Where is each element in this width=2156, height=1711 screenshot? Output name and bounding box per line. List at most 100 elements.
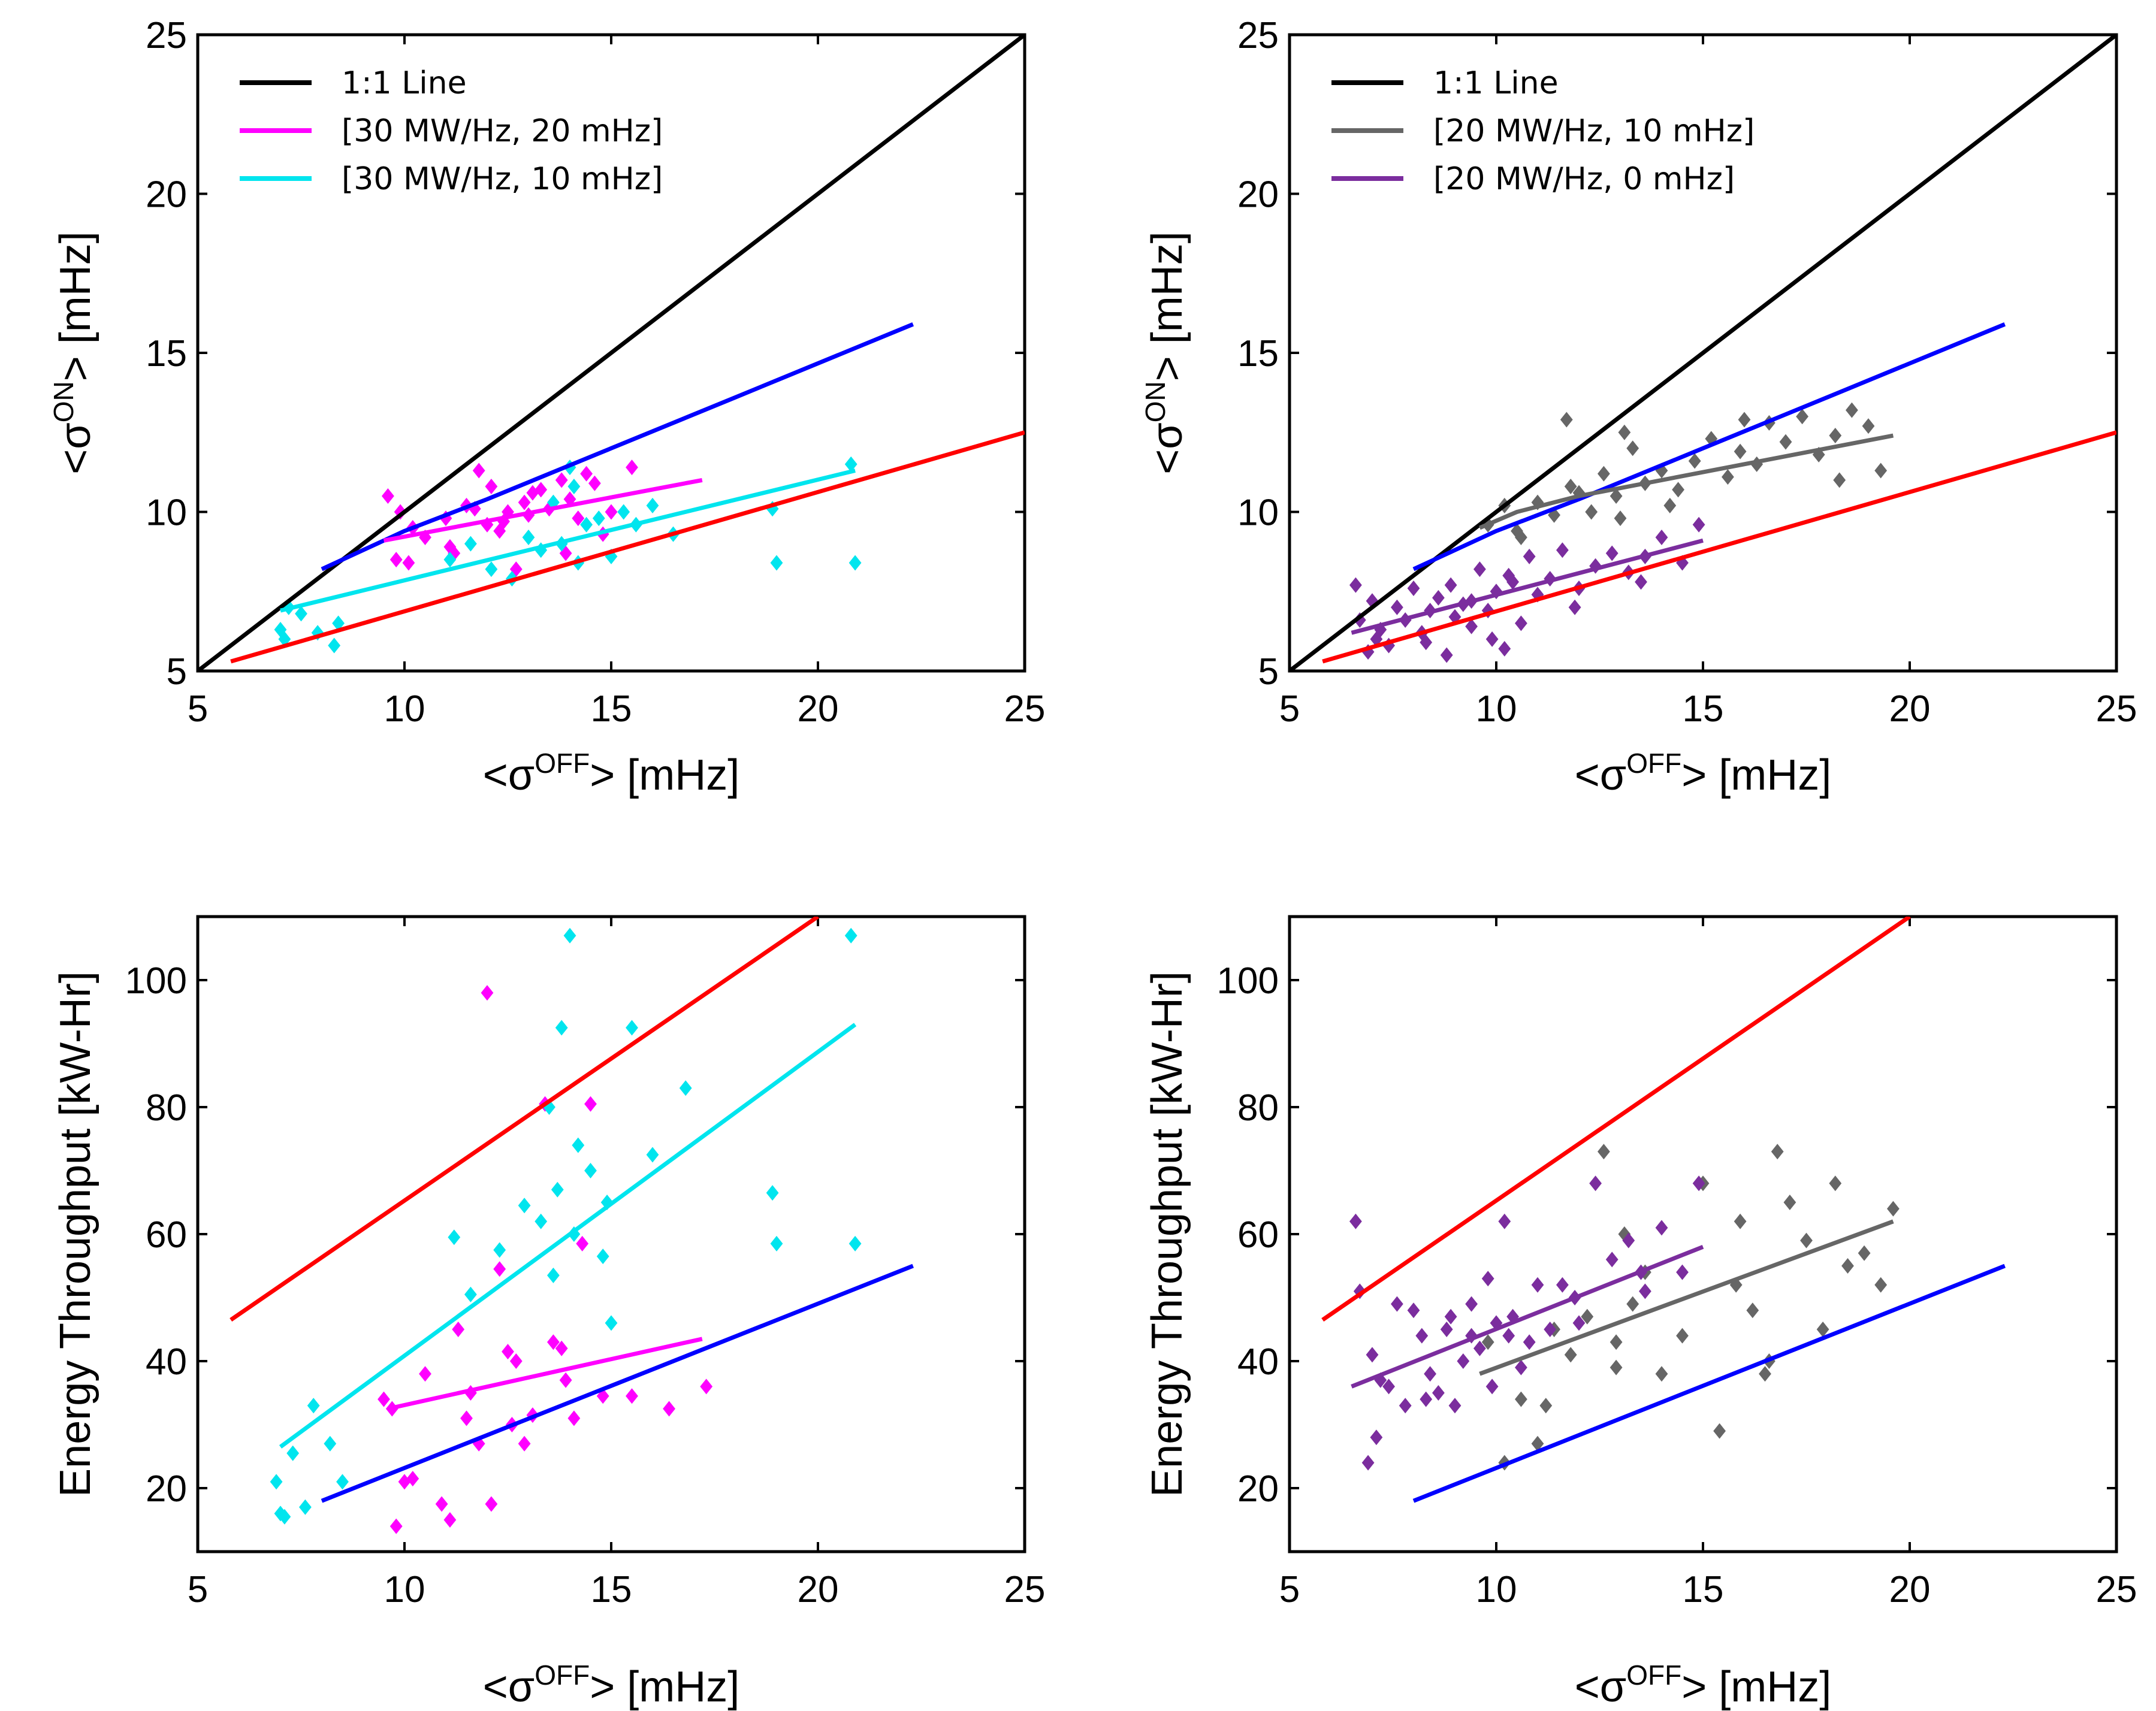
point-20-mw-hz-10-mhz: [1800, 1232, 1813, 1249]
point-20-mw-hz-0-mhz: [1655, 529, 1668, 545]
point-30-mw-hz-20-mhz: [382, 488, 394, 504]
line-red-bound: [1322, 430, 2116, 664]
point-20-mw-hz-0-mhz: [1485, 1379, 1499, 1395]
point-20-mw-hz-10-mhz: [1564, 479, 1577, 495]
x-tick-label: 15: [591, 1569, 632, 1610]
point-30-mw-hz-10-mhz: [679, 1080, 692, 1096]
line-red-bound: [230, 917, 819, 1322]
point-20-mw-hz-0-mhz: [1568, 599, 1581, 615]
x-axis-label: <σOFF> [mHz]: [483, 748, 740, 799]
point-20-mw-hz-0-mhz: [1655, 1220, 1668, 1236]
point-20-mw-hz-10-mhz: [1626, 440, 1639, 457]
point-30-mw-hz-20-mhz: [626, 1388, 638, 1404]
point-20-mw-hz-0-mhz: [1523, 548, 1536, 564]
point-30-mw-hz-20-mhz: [502, 1344, 514, 1360]
point-30-mw-hz-10-mhz: [270, 1474, 283, 1490]
point-30-mw-hz-20-mhz: [460, 1410, 473, 1426]
point-20-mw-hz-0-mhz: [1676, 1264, 1689, 1280]
point-20-mw-hz-10-mhz: [1626, 1296, 1639, 1312]
legend-label: 1:1 Line: [342, 65, 467, 101]
point-20-mw-hz-10-mhz: [1564, 1347, 1577, 1363]
point-20-mw-hz-0-mhz: [1622, 1232, 1635, 1249]
x-tick-label: 10: [384, 688, 425, 730]
point-20-mw-hz-0-mhz: [1465, 618, 1478, 634]
point-30-mw-hz-10-mhz: [464, 536, 477, 552]
point-20-mw-hz-0-mhz: [1556, 1277, 1569, 1293]
point-30-mw-hz-20-mhz: [518, 1435, 531, 1452]
point-20-mw-hz-0-mhz: [1444, 577, 1457, 593]
line-30-mw-hz-10-mhz-fit: [279, 1023, 857, 1449]
point-30-mw-hz-10-mhz: [646, 1147, 659, 1163]
x-tick-label: 20: [798, 1569, 839, 1610]
point-30-mw-hz-10-mhz: [572, 1137, 585, 1153]
point-30-mw-hz-10-mhz: [592, 510, 605, 527]
x-tick-label: 5: [1279, 688, 1300, 730]
point-30-mw-hz-20-mhz: [435, 1496, 448, 1512]
point-20-mw-hz-0-mhz: [1349, 1213, 1362, 1229]
y-tick-label: 20: [1237, 174, 1279, 216]
point-30-mw-hz-20-mhz: [626, 460, 638, 476]
y-tick-label: 40: [146, 1341, 187, 1383]
point-30-mw-hz-10-mhz: [848, 1235, 862, 1251]
x-tick-label: 25: [1004, 1569, 1046, 1610]
point-20-mw-hz-0-mhz: [1399, 1398, 1412, 1414]
point-30-mw-hz-10-mhz: [584, 1163, 597, 1178]
legend: 1:1 Line [20 MW/Hz, 10 mHz] [20 MW/Hz, 0 m…: [1331, 65, 1755, 197]
x-tick-label: 5: [1279, 1569, 1300, 1610]
point-30-mw-hz-10-mhz: [518, 1198, 531, 1214]
point-20-mw-hz-0-mhz: [1448, 1398, 1462, 1414]
point-20-mw-hz-0-mhz: [1391, 599, 1403, 615]
point-30-mw-hz-20-mhz: [580, 465, 593, 482]
point-20-mw-hz-0-mhz: [1498, 640, 1511, 657]
chart-bottom-right: 5 10 15 20 25 20 40 60 80 100 <σOFF> [mHz] Energy T…: [1143, 915, 2137, 1711]
point-30-mw-hz-20-mhz: [518, 494, 531, 510]
point-20-mw-hz-0-mhz: [1382, 1379, 1395, 1395]
x-tick-label: 15: [1683, 688, 1724, 730]
x-tick-label: 20: [798, 688, 839, 730]
point-20-mw-hz-10-mhz: [1614, 510, 1627, 527]
point-20-mw-hz-10-mhz: [1874, 462, 1888, 479]
legend-label: [20 MW/Hz, 10 mHz]: [1433, 113, 1755, 149]
point-20-mw-hz-0-mhz: [1498, 1213, 1511, 1229]
point-30-mw-hz-20-mhz: [452, 1322, 465, 1337]
point-30-mw-hz-20-mhz: [389, 1518, 403, 1534]
line-blue-bound: [321, 322, 914, 572]
point-30-mw-hz-10-mhz: [844, 927, 857, 944]
point-20-mw-hz-0-mhz: [1444, 1308, 1457, 1325]
point-20-mw-hz-0-mhz: [1485, 631, 1499, 647]
point-30-mw-hz-10-mhz: [443, 552, 457, 568]
y-tick-label: 40: [1237, 1341, 1279, 1383]
y-tick-label: 5: [1258, 651, 1279, 693]
line-30-mw-hz-10-mhz-fit: [280, 468, 856, 613]
point-20-mw-hz-0-mhz: [1502, 567, 1515, 584]
point-20-mw-hz-10-mhz: [1618, 424, 1631, 440]
point-30-mw-hz-10-mhz: [617, 504, 630, 520]
point-30-mw-hz-10-mhz: [448, 1229, 461, 1246]
point-20-mw-hz-10-mhz: [1539, 1398, 1553, 1414]
point-30-mw-hz-20-mhz: [555, 1340, 568, 1356]
x-tick-label: 15: [1683, 1569, 1724, 1610]
x-tick-label: 5: [188, 688, 208, 730]
point-20-mw-hz-10-mhz: [1655, 1366, 1668, 1382]
point-20-mw-hz-10-mhz: [1672, 482, 1684, 498]
x-tick-label: 15: [591, 688, 632, 730]
lines: [198, 35, 1025, 671]
point-20-mw-hz-0-mhz: [1544, 1322, 1557, 1337]
point-20-mw-hz-0-mhz: [1407, 580, 1420, 596]
line-blue-bound: [1412, 1263, 2006, 1503]
point-20-mw-hz-0-mhz: [1440, 1322, 1453, 1337]
point-20-mw-hz-0-mhz: [1391, 1296, 1403, 1312]
point-30-mw-hz-20-mhz: [700, 1379, 713, 1395]
point-20-mw-hz-10-mhz: [1771, 1144, 1784, 1160]
point-20-mw-hz-0-mhz: [1515, 1359, 1527, 1376]
legend-label: [30 MW/Hz, 20 mHz]: [342, 113, 663, 149]
point-30-mw-hz-20-mhz: [584, 1096, 597, 1112]
point-30-mw-hz-10-mhz: [626, 1020, 638, 1036]
point-20-mw-hz-0-mhz: [1457, 1353, 1470, 1369]
lines: [1290, 35, 2116, 671]
legend-label: [20 MW/Hz, 0 mHz]: [1433, 161, 1735, 197]
point-30-mw-hz-20-mhz: [509, 1353, 523, 1369]
point-30-mw-hz-20-mhz: [443, 539, 457, 555]
point-20-mw-hz-10-mhz: [1531, 1435, 1544, 1452]
